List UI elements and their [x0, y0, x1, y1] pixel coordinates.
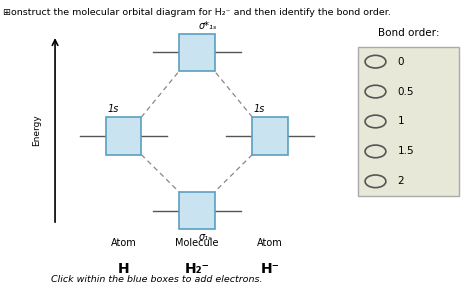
Text: 2: 2: [398, 176, 404, 186]
FancyBboxPatch shape: [106, 117, 141, 155]
FancyBboxPatch shape: [357, 47, 459, 196]
Text: Energy: Energy: [32, 114, 41, 146]
Text: Click within the blue boxes to add electrons.: Click within the blue boxes to add elect…: [51, 275, 263, 284]
Text: 1: 1: [398, 116, 404, 127]
Text: ⊞onstruct the molecular orbital diagram for H₂⁻ and then identify the bond order: ⊞onstruct the molecular orbital diagram …: [3, 8, 391, 17]
Text: Molecule: Molecule: [175, 238, 219, 248]
Text: 1s: 1s: [254, 104, 265, 114]
FancyBboxPatch shape: [252, 117, 288, 155]
Text: σ₁ₛ: σ₁ₛ: [199, 232, 213, 242]
Text: 1.5: 1.5: [398, 147, 414, 156]
Text: H: H: [118, 262, 129, 276]
Text: Atom: Atom: [257, 238, 283, 248]
FancyBboxPatch shape: [179, 192, 215, 229]
FancyBboxPatch shape: [179, 34, 215, 71]
Text: 0: 0: [398, 57, 404, 67]
Text: 0.5: 0.5: [398, 87, 414, 97]
Text: σ*₁ₛ: σ*₁ₛ: [199, 21, 218, 31]
Text: 1s: 1s: [107, 104, 118, 114]
Text: Bond order:: Bond order:: [378, 28, 439, 38]
Text: Atom: Atom: [111, 238, 137, 248]
Text: H₂⁻: H₂⁻: [184, 262, 210, 276]
Text: H⁻: H⁻: [261, 262, 280, 276]
